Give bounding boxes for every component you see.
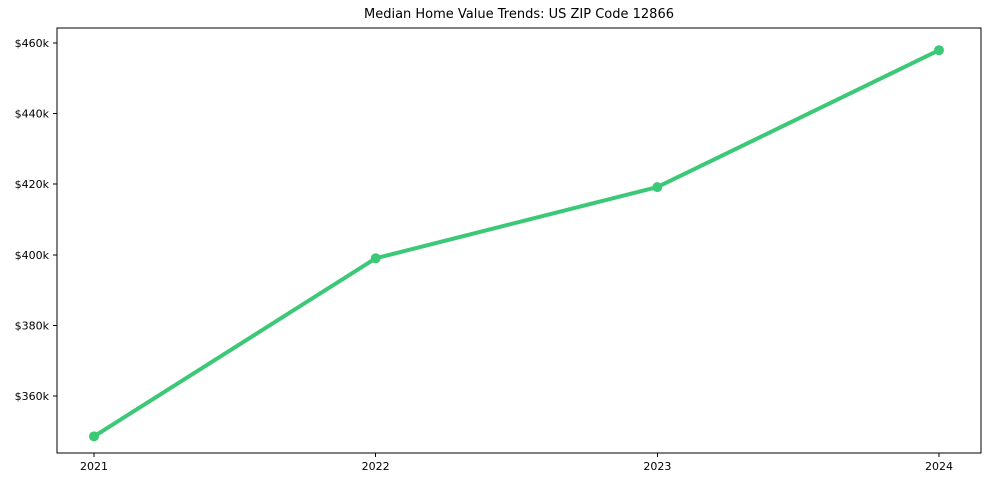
y-axis: $360k $380k $400k $420k $440k $460k [15, 37, 57, 403]
x-tick-label: 2024 [925, 460, 953, 473]
x-axis: 2021 2022 2023 2024 [80, 453, 953, 473]
data-point-marker [89, 431, 99, 442]
data-point-marker [652, 182, 663, 193]
y-tick-label: $460k [15, 37, 50, 50]
trend-line [92, 48, 941, 439]
y-tick-label: $420k [15, 178, 50, 191]
chart-title: Median Home Value Trends: US ZIP Code 12… [364, 7, 674, 22]
y-tick-label: $380k [15, 319, 50, 332]
data-point-marker [934, 45, 944, 56]
x-tick-label: 2023 [643, 460, 671, 473]
x-tick-label: 2021 [80, 460, 108, 473]
plot-area-border [56, 27, 982, 454]
y-tick-label: $360k [15, 390, 50, 403]
trend-line-series [89, 45, 944, 442]
data-point-marker [370, 253, 381, 264]
x-tick-label: 2022 [362, 460, 390, 473]
y-tick-label: $400k [15, 249, 50, 262]
y-tick-label: $440k [15, 108, 50, 121]
